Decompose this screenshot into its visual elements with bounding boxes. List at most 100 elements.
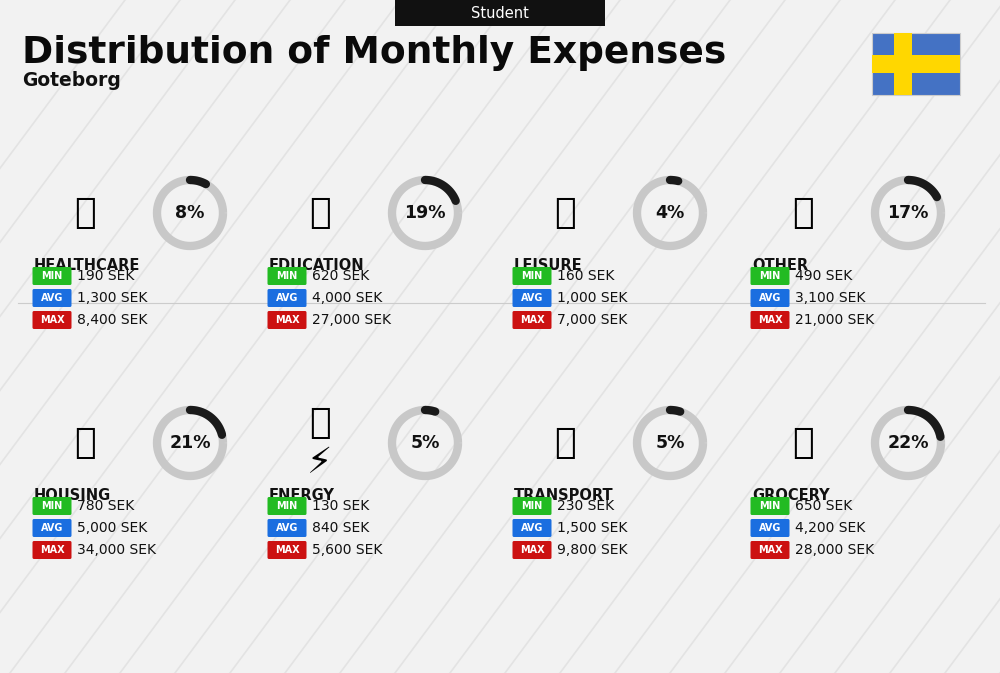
Text: TRANSPORT: TRANSPORT — [514, 487, 614, 503]
Text: MIN: MIN — [759, 271, 781, 281]
FancyBboxPatch shape — [268, 311, 306, 329]
Text: 8,400 SEK: 8,400 SEK — [77, 313, 147, 327]
Text: AVG: AVG — [759, 293, 781, 303]
FancyBboxPatch shape — [750, 289, 790, 307]
FancyBboxPatch shape — [750, 541, 790, 559]
Text: MAX: MAX — [520, 545, 544, 555]
FancyBboxPatch shape — [512, 497, 552, 515]
FancyBboxPatch shape — [512, 267, 552, 285]
FancyBboxPatch shape — [512, 519, 552, 537]
Text: 🛒: 🛒 — [792, 426, 814, 460]
Text: 7,000 SEK: 7,000 SEK — [557, 313, 627, 327]
Text: MIN: MIN — [41, 501, 63, 511]
Text: 230 SEK: 230 SEK — [557, 499, 614, 513]
Text: MAX: MAX — [758, 315, 782, 325]
Text: 🏥: 🏥 — [74, 196, 96, 230]
Text: 1,000 SEK: 1,000 SEK — [557, 291, 627, 305]
FancyBboxPatch shape — [268, 267, 306, 285]
Text: 19%: 19% — [404, 204, 446, 222]
Text: 3,100 SEK: 3,100 SEK — [795, 291, 865, 305]
Text: 21,000 SEK: 21,000 SEK — [795, 313, 874, 327]
Text: 190 SEK: 190 SEK — [77, 269, 134, 283]
Text: AVG: AVG — [521, 523, 543, 533]
Text: AVG: AVG — [41, 293, 63, 303]
Text: AVG: AVG — [41, 523, 63, 533]
Text: 4,000 SEK: 4,000 SEK — [312, 291, 382, 305]
FancyBboxPatch shape — [268, 519, 306, 537]
Text: 5,600 SEK: 5,600 SEK — [312, 543, 382, 557]
Text: 5%: 5% — [410, 434, 440, 452]
Text: 5%: 5% — [655, 434, 685, 452]
Text: ENERGY: ENERGY — [269, 487, 335, 503]
Text: MIN: MIN — [276, 271, 298, 281]
Text: 🏠
⚡: 🏠 ⚡ — [307, 406, 333, 480]
FancyBboxPatch shape — [750, 519, 790, 537]
Text: Distribution of Monthly Expenses: Distribution of Monthly Expenses — [22, 35, 726, 71]
Text: 490 SEK: 490 SEK — [795, 269, 852, 283]
Text: MAX: MAX — [758, 545, 782, 555]
Text: AVG: AVG — [276, 293, 298, 303]
FancyBboxPatch shape — [512, 289, 552, 307]
Text: MIN: MIN — [759, 501, 781, 511]
Text: MAX: MAX — [275, 545, 299, 555]
Text: 4%: 4% — [655, 204, 685, 222]
Text: AVG: AVG — [521, 293, 543, 303]
Text: 21%: 21% — [169, 434, 211, 452]
FancyBboxPatch shape — [872, 33, 960, 95]
Text: 17%: 17% — [887, 204, 929, 222]
Text: AVG: AVG — [276, 523, 298, 533]
FancyBboxPatch shape — [750, 497, 790, 515]
FancyBboxPatch shape — [750, 267, 790, 285]
Text: MIN: MIN — [41, 271, 63, 281]
Text: 4,200 SEK: 4,200 SEK — [795, 521, 865, 535]
Text: MAX: MAX — [40, 315, 64, 325]
Text: 34,000 SEK: 34,000 SEK — [77, 543, 156, 557]
Text: 8%: 8% — [175, 204, 205, 222]
Text: AVG: AVG — [759, 523, 781, 533]
Text: 9,800 SEK: 9,800 SEK — [557, 543, 628, 557]
Text: 780 SEK: 780 SEK — [77, 499, 134, 513]
Text: MAX: MAX — [275, 315, 299, 325]
Text: 28,000 SEK: 28,000 SEK — [795, 543, 874, 557]
Text: 130 SEK: 130 SEK — [312, 499, 369, 513]
Text: 🛍: 🛍 — [554, 196, 576, 230]
FancyBboxPatch shape — [32, 289, 72, 307]
Text: MIN: MIN — [276, 501, 298, 511]
FancyBboxPatch shape — [268, 541, 306, 559]
Text: 650 SEK: 650 SEK — [795, 499, 852, 513]
Text: 🚌: 🚌 — [554, 426, 576, 460]
Text: 22%: 22% — [887, 434, 929, 452]
Text: Student: Student — [471, 5, 529, 20]
Text: 160 SEK: 160 SEK — [557, 269, 614, 283]
Text: HOUSING: HOUSING — [34, 487, 111, 503]
Text: 620 SEK: 620 SEK — [312, 269, 369, 283]
FancyBboxPatch shape — [872, 55, 960, 73]
Text: 🏢: 🏢 — [74, 426, 96, 460]
Text: MIN: MIN — [521, 501, 543, 511]
Text: 5,000 SEK: 5,000 SEK — [77, 521, 147, 535]
FancyBboxPatch shape — [32, 267, 72, 285]
Text: MIN: MIN — [521, 271, 543, 281]
Text: LEISURE: LEISURE — [514, 258, 583, 273]
Text: EDUCATION: EDUCATION — [269, 258, 365, 273]
FancyBboxPatch shape — [512, 311, 552, 329]
FancyBboxPatch shape — [894, 33, 912, 95]
FancyBboxPatch shape — [32, 519, 72, 537]
Text: 1,500 SEK: 1,500 SEK — [557, 521, 627, 535]
Text: 27,000 SEK: 27,000 SEK — [312, 313, 391, 327]
Text: OTHER: OTHER — [752, 258, 808, 273]
FancyBboxPatch shape — [512, 541, 552, 559]
FancyBboxPatch shape — [32, 497, 72, 515]
Text: Goteborg: Goteborg — [22, 71, 121, 90]
FancyBboxPatch shape — [268, 497, 306, 515]
Text: GROCERY: GROCERY — [752, 487, 830, 503]
Text: 1,300 SEK: 1,300 SEK — [77, 291, 147, 305]
Text: 840 SEK: 840 SEK — [312, 521, 369, 535]
Text: MAX: MAX — [520, 315, 544, 325]
FancyBboxPatch shape — [750, 311, 790, 329]
FancyBboxPatch shape — [268, 289, 306, 307]
FancyBboxPatch shape — [32, 541, 72, 559]
Text: 👛: 👛 — [792, 196, 814, 230]
Text: MAX: MAX — [40, 545, 64, 555]
Text: HEALTHCARE: HEALTHCARE — [34, 258, 140, 273]
